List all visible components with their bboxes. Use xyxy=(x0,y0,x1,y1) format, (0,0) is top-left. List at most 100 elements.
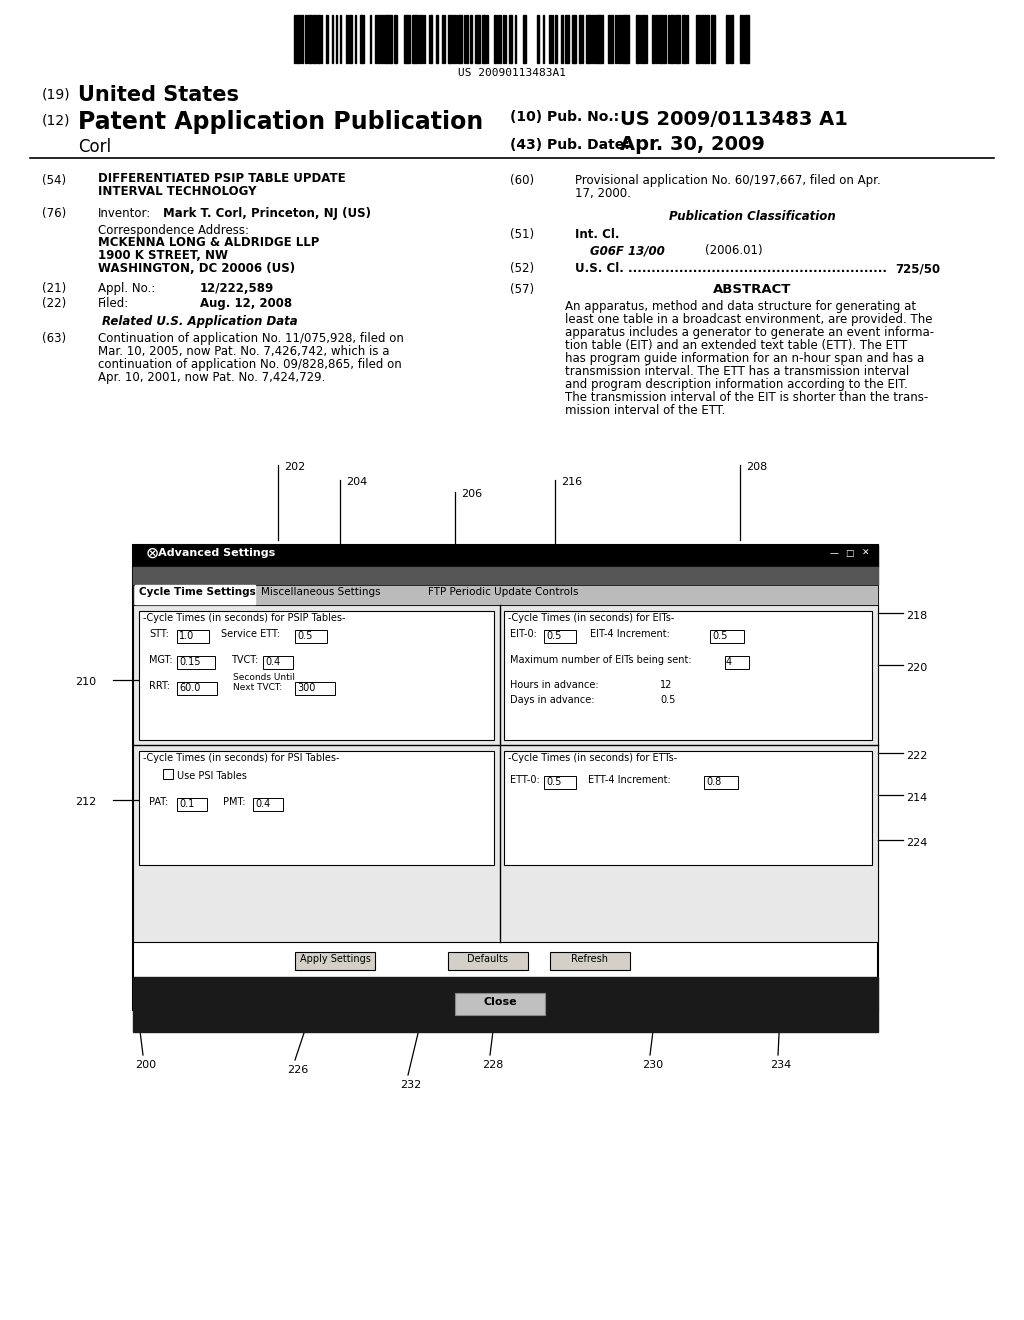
Text: MGT:: MGT: xyxy=(150,655,173,665)
Text: -Cycle Times (in seconds) for PSIP Tables-: -Cycle Times (in seconds) for PSIP Table… xyxy=(143,612,345,623)
Bar xyxy=(555,15,557,63)
Bar xyxy=(305,15,307,63)
Bar xyxy=(135,585,255,605)
Bar xyxy=(671,15,674,63)
Text: (63): (63) xyxy=(42,333,67,345)
Text: 60.0: 60.0 xyxy=(179,682,201,693)
Bar xyxy=(453,15,455,63)
Bar xyxy=(412,15,415,63)
Bar xyxy=(600,15,603,63)
Text: Maximum number of EITs being sent:: Maximum number of EITs being sent: xyxy=(510,655,691,665)
Bar xyxy=(482,15,484,63)
Text: 17, 2000.: 17, 2000. xyxy=(575,187,631,201)
Bar xyxy=(419,15,421,63)
Text: 220: 220 xyxy=(906,663,928,673)
Bar xyxy=(499,15,501,63)
Text: Cycle Time Settings: Cycle Time Settings xyxy=(139,587,256,597)
Bar xyxy=(712,15,715,63)
Bar xyxy=(586,15,588,63)
Text: 208: 208 xyxy=(746,462,767,473)
Text: 204: 204 xyxy=(346,477,368,487)
Bar xyxy=(677,15,680,63)
Text: 12/222,589: 12/222,589 xyxy=(200,282,274,294)
Bar xyxy=(313,15,315,63)
Text: Service ETT:: Service ETT: xyxy=(221,630,280,639)
Text: 0.15: 0.15 xyxy=(179,657,201,667)
Bar xyxy=(295,952,375,970)
Text: ✕: ✕ xyxy=(862,549,869,558)
Text: 0.5: 0.5 xyxy=(546,631,561,642)
Bar xyxy=(565,15,569,63)
Text: Inventor:: Inventor: xyxy=(98,207,152,220)
Text: US 20090113483A1: US 20090113483A1 xyxy=(458,69,566,78)
Text: least one table in a broadcast environment, are provided. The: least one table in a broadcast environme… xyxy=(565,313,933,326)
Text: Refresh: Refresh xyxy=(571,954,608,964)
Text: -Cycle Times (in seconds) for EITs-: -Cycle Times (in seconds) for EITs- xyxy=(508,612,675,623)
Text: 230: 230 xyxy=(642,1060,664,1071)
Text: U.S. Cl. ........................................................: U.S. Cl. ...............................… xyxy=(575,261,887,275)
Text: Seconds Until: Seconds Until xyxy=(233,673,295,682)
Text: US 2009/0113483 A1: US 2009/0113483 A1 xyxy=(620,110,848,129)
Bar xyxy=(595,15,598,63)
Text: (22): (22) xyxy=(42,297,67,310)
Text: An apparatus, method and data structure for generating at: An apparatus, method and data structure … xyxy=(565,300,916,313)
Text: -Cycle Times (in seconds) for PSI Tables-: -Cycle Times (in seconds) for PSI Tables… xyxy=(143,752,340,763)
Text: 0.5: 0.5 xyxy=(712,631,727,642)
Bar xyxy=(504,611,872,741)
Text: 218: 218 xyxy=(906,611,928,620)
Bar xyxy=(133,585,878,605)
Text: PAT:: PAT: xyxy=(150,797,168,807)
Bar xyxy=(659,15,663,63)
Text: (12): (12) xyxy=(42,114,71,128)
Text: (19): (19) xyxy=(42,88,71,102)
Bar xyxy=(308,15,312,63)
Text: 725/50: 725/50 xyxy=(895,261,940,275)
Bar xyxy=(133,605,878,942)
Text: Int. Cl.: Int. Cl. xyxy=(575,228,620,242)
Text: mission interval of the ETT.: mission interval of the ETT. xyxy=(565,404,725,417)
Text: 202: 202 xyxy=(284,462,305,473)
Text: Apr. 10, 2001, now Pat. No. 7,424,729.: Apr. 10, 2001, now Pat. No. 7,424,729. xyxy=(98,371,326,384)
Text: Aug. 12, 2008: Aug. 12, 2008 xyxy=(200,297,292,310)
Bar xyxy=(705,776,738,789)
Text: 0.4: 0.4 xyxy=(265,657,281,667)
Text: Continuation of application No. 11/075,928, filed on: Continuation of application No. 11/075,9… xyxy=(98,333,403,345)
Text: 228: 228 xyxy=(482,1060,504,1071)
Bar xyxy=(415,15,417,63)
Text: ⨂Advanced Settings: ⨂Advanced Settings xyxy=(147,548,275,558)
Bar xyxy=(475,15,479,63)
Bar xyxy=(177,682,217,696)
Text: (10) Pub. No.:: (10) Pub. No.: xyxy=(510,110,620,124)
Bar xyxy=(326,15,328,63)
Bar xyxy=(378,15,380,63)
Bar xyxy=(537,15,539,63)
Bar xyxy=(544,630,575,643)
Text: Publication Classification: Publication Classification xyxy=(669,210,836,223)
Bar xyxy=(592,15,594,63)
Text: Related U.S. Application Data: Related U.S. Application Data xyxy=(102,315,298,327)
Bar xyxy=(696,15,700,63)
Text: United States: United States xyxy=(78,84,239,106)
Bar xyxy=(395,15,397,63)
Bar xyxy=(384,15,386,63)
Bar xyxy=(730,15,732,63)
Text: Mark T. Corl, Princeton, NJ (US): Mark T. Corl, Princeton, NJ (US) xyxy=(163,207,371,220)
Bar xyxy=(701,15,703,63)
Text: ETT-4 Increment:: ETT-4 Increment: xyxy=(588,775,671,785)
Text: Appl. No.:: Appl. No.: xyxy=(98,282,156,294)
Text: EIT-4 Increment:: EIT-4 Increment: xyxy=(590,630,670,639)
Text: (21): (21) xyxy=(42,282,67,294)
Bar xyxy=(133,545,878,568)
Bar xyxy=(725,656,749,669)
Text: 214: 214 xyxy=(906,793,928,803)
Text: G06F 13/00: G06F 13/00 xyxy=(590,244,665,257)
Text: Apr. 30, 2009: Apr. 30, 2009 xyxy=(620,135,765,154)
Bar xyxy=(163,770,173,779)
Bar xyxy=(589,15,591,63)
Bar xyxy=(549,15,551,63)
Bar xyxy=(745,15,746,63)
Text: 1900 K STREET, NW: 1900 K STREET, NW xyxy=(98,249,228,261)
Bar xyxy=(494,15,496,63)
Text: ETT-0:: ETT-0: xyxy=(510,775,540,785)
Text: EIT-0:: EIT-0: xyxy=(510,630,537,639)
